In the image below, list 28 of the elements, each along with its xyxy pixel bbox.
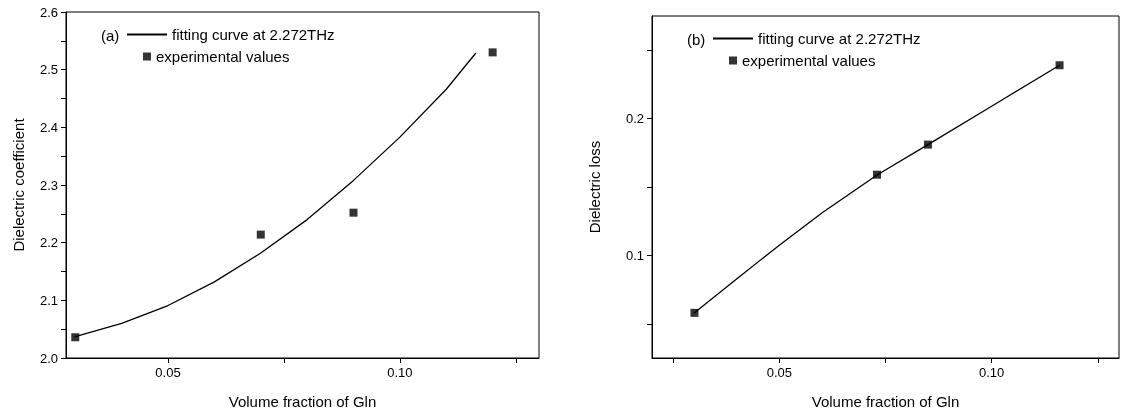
legend-label: fitting curve at 2.272THz xyxy=(757,30,921,47)
point xyxy=(488,48,497,57)
annotation: (a) xyxy=(101,27,120,44)
point xyxy=(1055,61,1064,70)
x-axis-title: Volume fraction of Gln xyxy=(811,393,959,410)
y-tick-label: 2.6 xyxy=(39,4,58,20)
y-tick-label: 2.2 xyxy=(39,235,58,251)
point xyxy=(71,333,80,342)
legend-label: experimental values xyxy=(156,48,290,65)
y-tick-label: 2.4 xyxy=(39,119,58,135)
y-axis-title: Dielectric coefficient xyxy=(10,117,27,252)
y-tick-label: 2.1 xyxy=(39,292,58,308)
legend-label: experimental values xyxy=(741,52,875,69)
x-axis-title: Volume fraction of Gln xyxy=(228,393,377,410)
x-tick-label: 0.10 xyxy=(978,365,1004,380)
x-tick-label: 0.10 xyxy=(387,365,413,380)
y-axis-title: Dielectric loss xyxy=(585,140,603,234)
y-tick-label: 2.5 xyxy=(39,62,58,78)
y-tick-label: 2.0 xyxy=(39,350,58,366)
x-tick-label: 0.05 xyxy=(766,365,792,380)
point xyxy=(256,230,265,239)
annotation: (b) xyxy=(686,31,705,48)
legend-label: fitting curve at 2.272THz xyxy=(172,26,335,43)
y-tick-label: 0.1 xyxy=(625,247,644,263)
x-tick-label: 0.05 xyxy=(155,365,181,380)
y-tick-label: 0.2 xyxy=(625,111,644,127)
y-tick-label: 2.3 xyxy=(39,177,58,193)
point xyxy=(349,208,358,217)
